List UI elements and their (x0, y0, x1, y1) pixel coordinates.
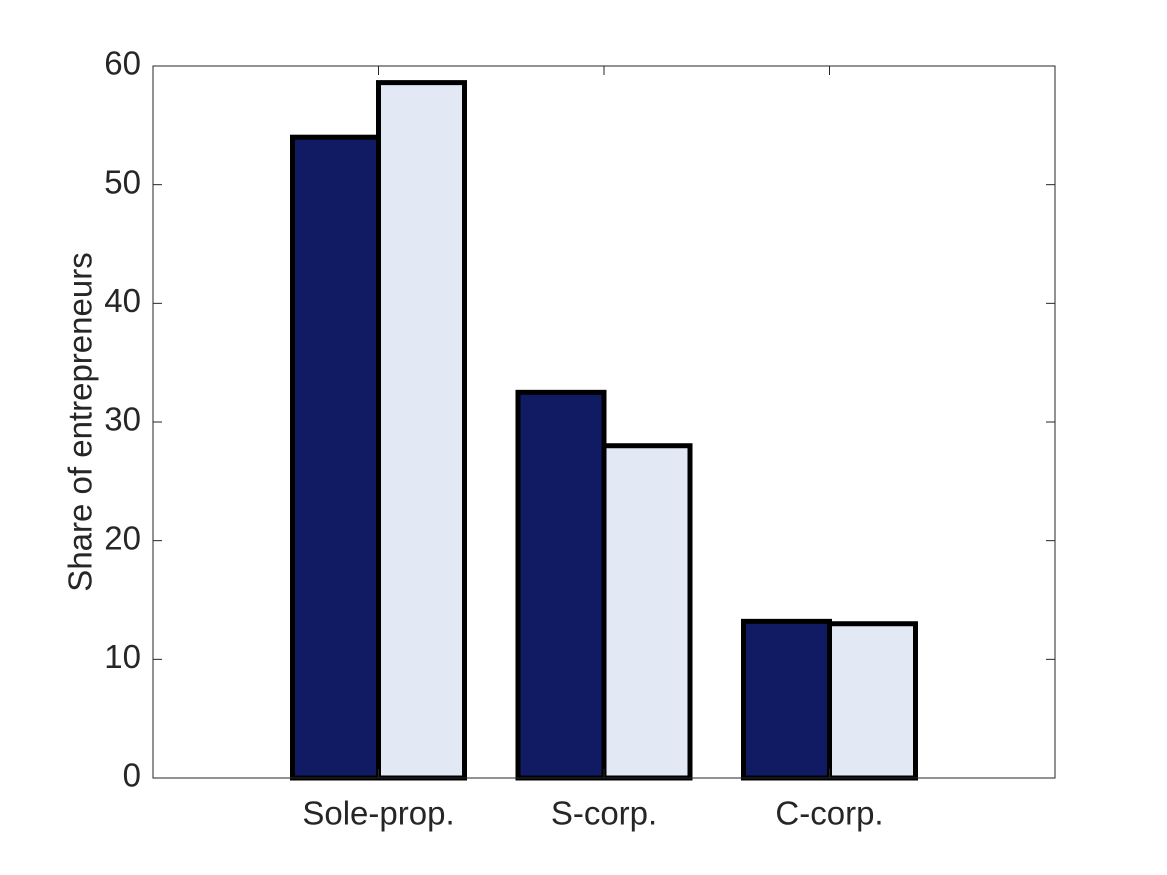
y-tick-label: 20 (104, 519, 141, 556)
axes-box (152, 65, 1056, 779)
x-tick-label: S-corp. (551, 795, 657, 832)
x-tick-label: C-corp. (775, 795, 883, 832)
bar-s-corp-series-1 (515, 389, 607, 781)
bar-s-corp-series-2 (601, 443, 693, 781)
y-axis-label: Share of entrepreneurs (62, 252, 99, 591)
x-axis-ticks: Sole-prop. S-corp. C-corp. (302, 66, 884, 832)
bar-c-corp-series-2 (827, 621, 918, 781)
y-tick-label: 0 (123, 757, 141, 794)
x-tick-label: Sole-prop. (302, 795, 454, 832)
bars (290, 80, 918, 781)
bar-c-corp-series-1 (741, 618, 832, 781)
y-tick-label: 30 (104, 401, 141, 438)
bar-sole-prop-series-1 (290, 134, 381, 781)
bar-sole-prop-series-2 (376, 80, 467, 781)
y-tick-label: 60 (104, 45, 141, 82)
y-tick-label: 40 (104, 282, 141, 319)
y-axis-ticks: 0 10 20 30 40 50 60 (104, 45, 1055, 794)
y-tick-label: 50 (104, 163, 141, 200)
y-tick-label: 10 (104, 638, 141, 675)
